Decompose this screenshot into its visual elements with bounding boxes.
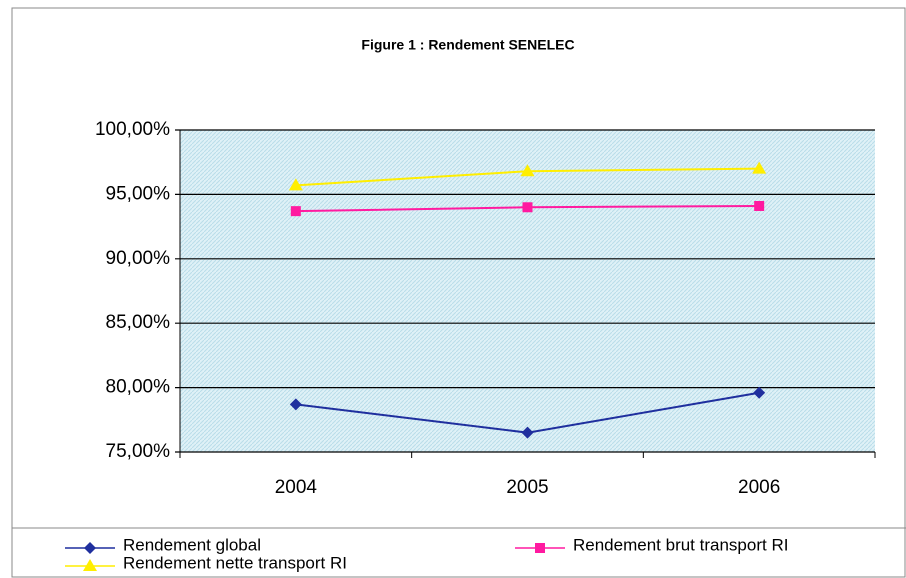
- marker: [535, 543, 545, 553]
- marker: [289, 398, 302, 411]
- y-tick-label: 80,00%: [106, 377, 171, 398]
- y-tick-label: 75,00%: [106, 441, 171, 462]
- chart-title: Figure 1 : Rendement SENELEC: [361, 37, 574, 53]
- x-tick-label: 2004: [275, 477, 318, 498]
- marker: [754, 200, 765, 211]
- marker: [520, 164, 535, 177]
- x-tick-label: 2006: [738, 477, 780, 498]
- marker: [753, 386, 766, 399]
- marker: [521, 426, 534, 439]
- marker: [83, 559, 97, 571]
- marker: [288, 178, 303, 191]
- y-tick-label: 85,00%: [106, 312, 171, 333]
- marker: [84, 542, 96, 554]
- y-tick-label: 90,00%: [106, 248, 171, 269]
- y-tick-label: 95,00%: [106, 183, 171, 204]
- legend-label: Rendement nette transport RI: [123, 553, 347, 572]
- legend-label: Rendement brut transport RI: [573, 535, 788, 554]
- marker: [290, 206, 301, 217]
- y-tick-label: 100,00%: [95, 119, 170, 140]
- legend-label: Rendement global: [123, 535, 261, 554]
- plot-area: [180, 130, 875, 452]
- marker: [522, 202, 533, 213]
- marker: [752, 161, 767, 174]
- x-tick-label: 2005: [506, 477, 548, 498]
